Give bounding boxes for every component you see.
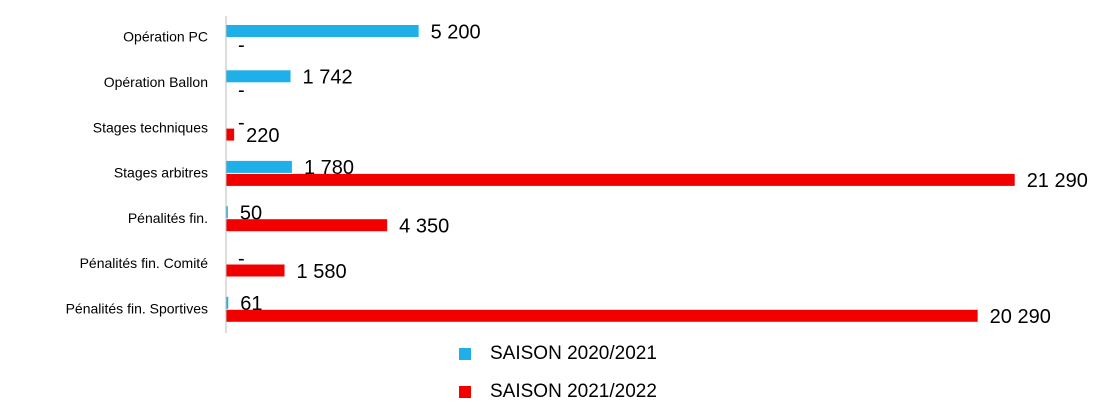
value-label: 20 290 (990, 306, 1051, 328)
value-label: 21 290 (1027, 170, 1088, 192)
value-label: 1 742 (303, 67, 353, 89)
category-label: Stages techniques (93, 119, 208, 135)
legend-swatch (459, 348, 471, 360)
bar (226, 25, 419, 37)
value-label: 220 (246, 125, 279, 147)
value-label: 1 580 (297, 261, 347, 283)
value-label: 61 (240, 293, 262, 315)
bar (226, 219, 388, 232)
category-label: Opération PC (123, 29, 208, 45)
bar (226, 70, 291, 83)
legend-swatch (459, 386, 471, 398)
value-label: - (238, 34, 245, 56)
value-label: - (238, 80, 245, 102)
value-label: - (238, 112, 245, 134)
value-label: 1 780 (304, 157, 354, 179)
legend-label: SAISON 2020/2021 (490, 343, 657, 364)
value-label: 5 200 (431, 21, 481, 43)
bar (226, 206, 228, 219)
bar (226, 309, 978, 322)
category-label: Stages arbitres (114, 165, 208, 181)
bar (226, 264, 285, 277)
category-label: Pénalités fin. (128, 210, 208, 226)
category-label: Pénalités fin. Comité (80, 255, 209, 271)
value-label: 50 (240, 202, 262, 224)
bar (226, 296, 229, 309)
bar (226, 160, 292, 173)
category-label: Pénalités fin. Sportives (66, 301, 208, 317)
legend-label: SAISON 2021/2022 (490, 381, 657, 402)
value-label: - (238, 248, 245, 270)
bar (226, 128, 235, 141)
category-label: Opération Ballon (104, 74, 208, 90)
value-label: 4 350 (399, 215, 449, 237)
bar (226, 173, 1015, 186)
